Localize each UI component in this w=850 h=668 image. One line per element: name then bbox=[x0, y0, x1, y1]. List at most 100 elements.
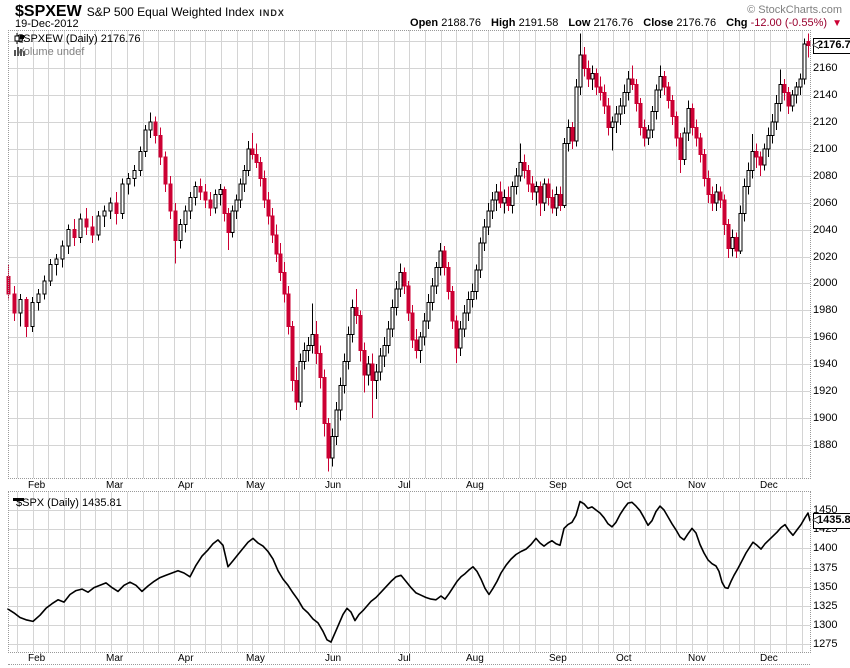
candle bbox=[450, 286, 455, 330]
candle bbox=[534, 181, 539, 206]
candle bbox=[386, 321, 391, 354]
candle bbox=[258, 157, 263, 187]
candle bbox=[78, 213, 83, 244]
x-axis-month-label: Jul bbox=[398, 480, 411, 491]
gridlines bbox=[8, 30, 810, 478]
candle bbox=[203, 183, 208, 209]
candle bbox=[322, 369, 327, 437]
candle bbox=[246, 140, 251, 176]
x-axis-month-label: Nov bbox=[688, 480, 706, 491]
candle bbox=[654, 84, 659, 120]
candle bbox=[278, 243, 283, 281]
candle bbox=[148, 112, 153, 139]
candle bbox=[494, 183, 499, 211]
candle bbox=[774, 95, 779, 131]
x-axis-month-label: Dec bbox=[760, 480, 778, 491]
x-axis-month-label: Jul bbox=[398, 653, 411, 664]
candle bbox=[350, 299, 355, 343]
y-axis-tick-label: 1980 bbox=[813, 304, 838, 317]
x-axis-month-label: Mar bbox=[106, 480, 124, 491]
candle bbox=[346, 326, 351, 370]
candle bbox=[698, 132, 703, 163]
candle bbox=[642, 119, 647, 147]
x-axis-month-label: Jun bbox=[325, 653, 342, 664]
candle bbox=[706, 170, 711, 203]
candle bbox=[626, 71, 631, 101]
candle bbox=[546, 178, 551, 206]
candle bbox=[562, 138, 567, 209]
candle bbox=[422, 313, 427, 346]
candle bbox=[558, 186, 563, 211]
candle bbox=[426, 294, 431, 330]
last-price-callout-main: 2176.76 bbox=[812, 37, 850, 54]
y-axis-tick-label: 2160 bbox=[813, 62, 838, 75]
candle bbox=[798, 73, 803, 96]
candle bbox=[530, 175, 535, 201]
candle bbox=[382, 337, 387, 367]
candle bbox=[614, 105, 619, 133]
candle bbox=[414, 329, 419, 359]
y-axis-tick-label: 1375 bbox=[813, 561, 838, 574]
index-line-series bbox=[7, 500, 811, 643]
candle bbox=[790, 89, 795, 112]
candle bbox=[362, 342, 367, 393]
candle bbox=[702, 148, 707, 187]
candle bbox=[658, 65, 663, 98]
x-axis-month-label: Aug bbox=[466, 480, 484, 491]
candle bbox=[294, 366, 299, 410]
candle bbox=[670, 95, 675, 125]
candle bbox=[84, 208, 89, 236]
candle bbox=[96, 210, 101, 241]
candle bbox=[314, 321, 319, 365]
candle bbox=[42, 275, 47, 300]
candle bbox=[514, 167, 519, 195]
candle bbox=[262, 170, 267, 209]
x-axis-months-lower: Feb Mar Apr May Jun Jul Aug Sep Oct Nov Dec bbox=[0, 653, 850, 666]
candle bbox=[738, 205, 743, 254]
candle bbox=[230, 205, 235, 238]
candle bbox=[646, 124, 651, 145]
y-axis-tick-label: 2120 bbox=[813, 116, 838, 129]
candle bbox=[66, 224, 71, 254]
gridlines bbox=[8, 492, 810, 652]
candle bbox=[238, 178, 243, 209]
candle bbox=[306, 337, 311, 362]
candle bbox=[274, 224, 279, 262]
candle bbox=[694, 119, 699, 147]
chg-value: -12.00 (-0.55%) bbox=[750, 17, 828, 29]
x-axis-month-label: Oct bbox=[616, 653, 632, 664]
symbol-name: S&P 500 Equal Weighted Index bbox=[86, 5, 255, 19]
close-label: Close bbox=[643, 17, 674, 29]
candle bbox=[213, 189, 218, 214]
candle bbox=[570, 122, 575, 149]
candle bbox=[746, 162, 751, 195]
candle bbox=[183, 205, 188, 233]
exchange-label: INDX bbox=[259, 8, 285, 18]
candle bbox=[178, 218, 183, 249]
candle bbox=[286, 286, 291, 335]
candle bbox=[742, 178, 747, 222]
candle bbox=[60, 240, 65, 268]
candle bbox=[754, 143, 759, 168]
x-axis-month-label: Aug bbox=[466, 653, 484, 664]
y-axis-tick-label: 1300 bbox=[813, 619, 838, 632]
candle bbox=[550, 189, 555, 214]
candle bbox=[462, 304, 467, 338]
candle bbox=[574, 79, 579, 147]
candle bbox=[734, 232, 739, 258]
candle bbox=[90, 216, 95, 244]
candle bbox=[682, 127, 687, 166]
candle bbox=[686, 100, 691, 141]
volume-legend: Volume undef bbox=[14, 46, 84, 58]
candle bbox=[578, 33, 583, 96]
low-value: 2176.76 bbox=[593, 17, 634, 29]
candle bbox=[442, 245, 447, 276]
candle bbox=[770, 114, 775, 144]
candle bbox=[750, 134, 755, 179]
candle bbox=[6, 264, 11, 300]
candle bbox=[54, 253, 59, 276]
candle bbox=[478, 237, 483, 279]
candle bbox=[302, 342, 307, 370]
candle bbox=[218, 183, 223, 206]
candle bbox=[334, 401, 339, 445]
